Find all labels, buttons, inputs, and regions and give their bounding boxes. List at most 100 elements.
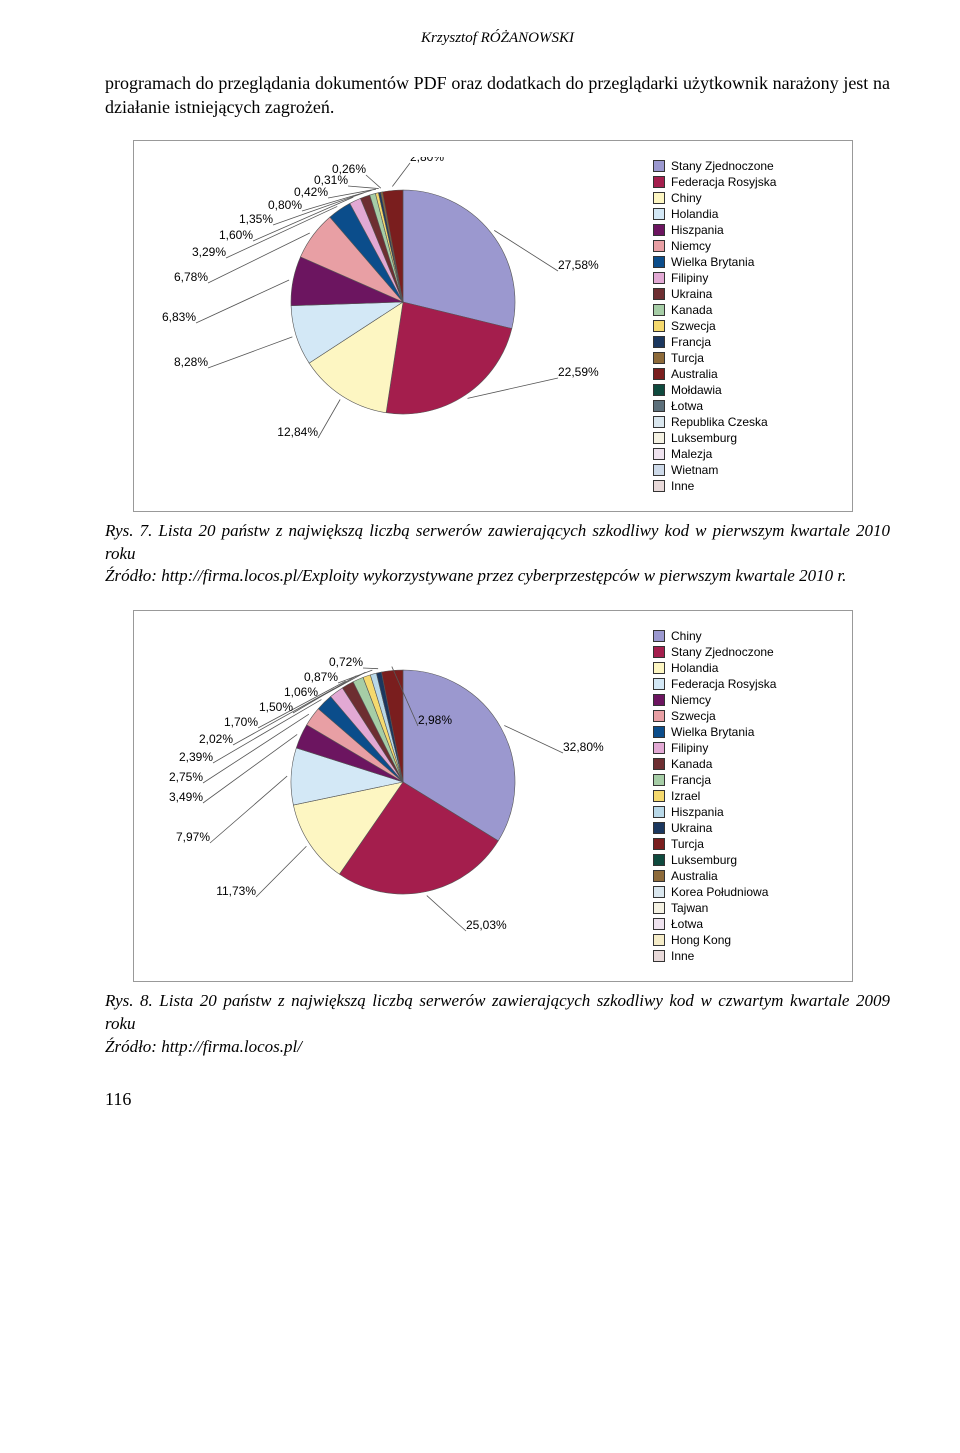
legend-row: Federacja Rosyjska <box>653 175 838 189</box>
figure-7-legend: Stany Zjednoczone Federacja Rosyjska Chiny… <box>653 157 838 495</box>
legend-label: Holandia <box>671 207 718 221</box>
legend-row: Francja <box>653 335 838 349</box>
slice-callout: 1,60% <box>219 228 253 242</box>
legend-swatch <box>653 918 665 930</box>
legend-swatch <box>653 662 665 674</box>
legend-swatch <box>653 400 665 412</box>
legend-row: Kanada <box>653 303 838 317</box>
legend-row: Holandia <box>653 207 838 221</box>
legend-label: Francja <box>671 773 711 787</box>
slice-callout: 2,80% <box>410 157 444 164</box>
legend-label: Wielka Brytania <box>671 725 754 739</box>
legend-swatch <box>653 726 665 738</box>
legend-swatch <box>653 256 665 268</box>
legend-row: Wielka Brytania <box>653 725 838 739</box>
legend-label: Wielka Brytania <box>671 255 754 269</box>
legend-label: Kanada <box>671 757 712 771</box>
legend-row: Hiszpania <box>653 805 838 819</box>
slice-callout: 3,29% <box>192 245 226 259</box>
legend-row: Luksemburg <box>653 431 838 445</box>
legend-swatch <box>653 806 665 818</box>
legend-label: Izrael <box>671 789 700 803</box>
legend-swatch <box>653 742 665 754</box>
legend-row: Łotwa <box>653 399 838 413</box>
legend-label: Holandia <box>671 661 718 675</box>
legend-label: Malezja <box>671 447 712 461</box>
legend-row: Filipiny <box>653 741 838 755</box>
legend-swatch <box>653 678 665 690</box>
legend-row: Inne <box>653 949 838 963</box>
legend-swatch <box>653 774 665 786</box>
legend-label: Ukraina <box>671 287 712 301</box>
slice-callout: 12,84% <box>277 425 318 439</box>
figure-8-legend: ChinyStany ZjednoczoneHolandiaFederacja … <box>653 627 838 965</box>
legend-label: Chiny <box>671 191 702 205</box>
legend-row: Inne <box>653 479 838 493</box>
legend-label: Ukraina <box>671 821 712 835</box>
pie-chart-7: 27,58%22,59%12,84%8,28%6,83%6,78%3,29%1,… <box>148 157 608 467</box>
slice-callout: 6,78% <box>174 270 208 284</box>
legend-swatch <box>653 448 665 460</box>
legend-swatch <box>653 304 665 316</box>
slice-callout: 2,75% <box>169 770 203 784</box>
legend-swatch <box>653 464 665 476</box>
legend-label: Szwecja <box>671 319 716 333</box>
legend-swatch <box>653 336 665 348</box>
legend-row: Australia <box>653 367 838 381</box>
legend-row: Tajwan <box>653 901 838 915</box>
legend-row: Hiszpania <box>653 223 838 237</box>
legend-row: Szwecja <box>653 709 838 723</box>
legend-row: Francja <box>653 773 838 787</box>
legend-swatch <box>653 870 665 882</box>
legend-label: Stany Zjednoczone <box>671 159 774 173</box>
legend-label: Kanada <box>671 303 712 317</box>
legend-swatch <box>653 694 665 706</box>
legend-swatch <box>653 224 665 236</box>
slice-callout: 32,80% <box>563 740 604 754</box>
legend-label: Turcja <box>671 837 704 851</box>
figure-8-caption: Rys. 8. Lista 20 państw z największą lic… <box>105 990 890 1059</box>
slice-callout: 7,97% <box>176 830 210 844</box>
legend-row: Mołdawia <box>653 383 838 397</box>
legend-label: Hiszpania <box>671 805 724 819</box>
slice-callout: 2,02% <box>199 732 233 746</box>
page-number: 116 <box>105 1089 890 1110</box>
legend-row: Ukraina <box>653 821 838 835</box>
legend-row: Chiny <box>653 629 838 643</box>
legend-label: Szwecja <box>671 709 716 723</box>
figure-8-chart: 32,80%25,03%11,73%7,97%3,49%2,75%2,39%2,… <box>148 627 633 957</box>
slice-callout: 6,83% <box>162 310 196 324</box>
legend-swatch <box>653 176 665 188</box>
legend-swatch <box>653 352 665 364</box>
legend-swatch <box>653 208 665 220</box>
slice-callout: 1,06% <box>284 685 318 699</box>
legend-swatch <box>653 160 665 172</box>
legend-label: Republika Czeska <box>671 415 768 429</box>
slice-callout: 11,73% <box>216 884 256 898</box>
slice-callout: 22,59% <box>558 365 599 379</box>
slice-callout: 8,28% <box>174 355 208 369</box>
slice-callout: 0,42% <box>294 185 328 199</box>
legend-row: Szwecja <box>653 319 838 333</box>
legend-row: Australia <box>653 869 838 883</box>
legend-label: Australia <box>671 869 718 883</box>
legend-label: Hong Kong <box>671 933 731 947</box>
legend-label: Tajwan <box>671 901 708 915</box>
slice-callout: 0,26% <box>332 162 366 176</box>
legend-swatch <box>653 320 665 332</box>
slice-callout: 0,72% <box>329 655 363 669</box>
slice-callout: 0,80% <box>268 198 302 212</box>
figure-7-caption: Rys. 7. Lista 20 państw z największą lic… <box>105 520 890 589</box>
legend-swatch <box>653 630 665 642</box>
legend-row: Łotwa <box>653 917 838 931</box>
slice-callout: 1,50% <box>259 700 293 714</box>
legend-row: Korea Południowa <box>653 885 838 899</box>
legend-swatch <box>653 838 665 850</box>
legend-label: Australia <box>671 367 718 381</box>
legend-swatch <box>653 288 665 300</box>
legend-swatch <box>653 368 665 380</box>
legend-row: Wielka Brytania <box>653 255 838 269</box>
legend-swatch <box>653 822 665 834</box>
legend-row: Turcja <box>653 351 838 365</box>
legend-row: Hong Kong <box>653 933 838 947</box>
